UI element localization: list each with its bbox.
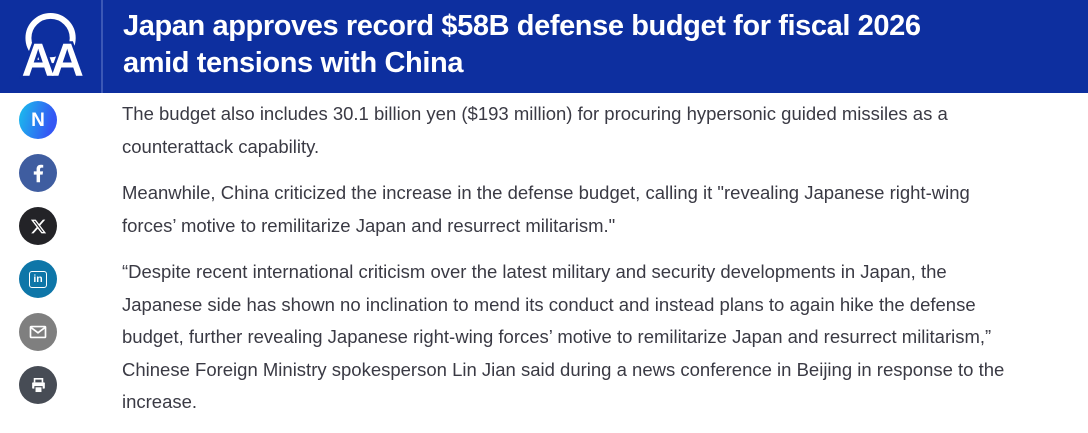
- article-paragraph: “Despite recent international criticism …: [122, 261, 1005, 412]
- print-icon: [31, 377, 45, 393]
- page-title-line1: Japan approves record $58B defense budge…: [123, 10, 921, 42]
- share-rail: N in: [0, 93, 76, 433]
- share-newsbreak-button[interactable]: N: [19, 101, 57, 139]
- article-paragraph: Meanwhile, China criticized the increase…: [122, 182, 970, 236]
- article-body: The budget also includes 30.1 billion ye…: [76, 93, 1088, 433]
- svg-text:AA: AA: [21, 33, 82, 85]
- aa-logo[interactable]: AA: [0, 0, 101, 93]
- facebook-icon: [33, 164, 43, 182]
- article-paragraph: The budget also includes 30.1 billion ye…: [122, 103, 948, 157]
- newsbreak-icon: N: [31, 109, 45, 131]
- email-icon: [29, 325, 47, 339]
- page-title-line2: amid tensions with China: [123, 47, 464, 79]
- share-linkedin-button[interactable]: in: [19, 260, 57, 298]
- main-content: N in: [0, 93, 1088, 433]
- page-title: Japan approves record $58B defense budge…: [123, 8, 1068, 82]
- share-email-button[interactable]: [19, 313, 57, 351]
- share-print-button[interactable]: [19, 366, 57, 404]
- share-x-button[interactable]: [19, 207, 57, 245]
- share-facebook-button[interactable]: [19, 154, 57, 192]
- page-header: AA Japan approves record $58B defense bu…: [0, 0, 1088, 93]
- aa-logo-icon: AA: [19, 12, 89, 88]
- linkedin-icon: in: [29, 270, 47, 288]
- x-twitter-icon: [30, 219, 46, 233]
- headline-block: Japan approves record $58B defense budge…: [101, 0, 1088, 93]
